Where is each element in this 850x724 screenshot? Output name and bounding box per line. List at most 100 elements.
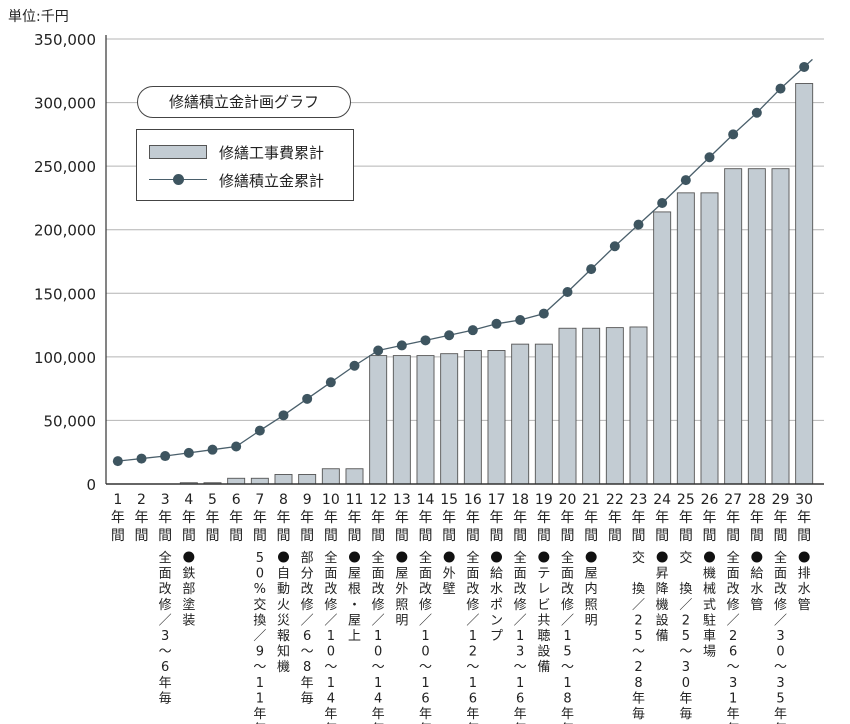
legend-item-cost: 修繕工事費累計 [137, 140, 353, 164]
reserve-point [775, 83, 786, 94]
x-tick-number: 29 [772, 492, 790, 508]
cost-bar [747, 168, 766, 485]
reserve-point [207, 444, 218, 455]
bullet-icon [349, 551, 360, 563]
work-item-note: 給水管 [750, 551, 763, 613]
reserve-point [704, 152, 715, 163]
work-cycle-note: 全面改修／ 3 〜 6 年毎 [159, 550, 172, 706]
x-tick-label: 7 年間 [253, 492, 267, 544]
bullet-icon [183, 551, 195, 563]
x-tick-number: 4 [184, 492, 193, 508]
x-tick-unit-nen: 年 [679, 510, 693, 526]
bar-series [179, 83, 814, 485]
x-tick-number: 27 [724, 492, 742, 508]
reserve-point [396, 340, 407, 351]
cost-bar [629, 326, 648, 485]
x-tick-unit-kan: 間 [561, 528, 575, 544]
x-tick-unit-nen: 年 [111, 510, 125, 526]
x-tick-number: 3 [161, 492, 170, 508]
note-text: 全面改修／30〜35年毎 [774, 550, 787, 724]
cost-bar [345, 468, 364, 485]
x-tick-label: 12 年間 [369, 492, 387, 544]
cost-bar [771, 168, 790, 485]
reserve-point [728, 129, 739, 140]
note-text: 給水ポンプ [490, 567, 503, 644]
unit-label: 単位:千円 [8, 9, 69, 25]
x-tick-unit-nen: 年 [537, 510, 551, 526]
note-text: 鉄部塗装 [182, 567, 195, 629]
x-tick-unit-nen: 年 [419, 510, 433, 526]
reserve-point [586, 264, 597, 275]
bullet-icon [278, 551, 289, 563]
note-text: 給水管 [750, 567, 763, 613]
bullet-icon [443, 551, 455, 563]
x-tick-label: 23 年間 [630, 492, 648, 544]
note-text: 自動火災報知機 [277, 567, 290, 676]
x-tick-unit-kan: 間 [111, 528, 125, 544]
x-tick-label: 11 年間 [346, 492, 364, 544]
x-tick-label: 22 年間 [606, 492, 624, 544]
work-item-note: 屋根・屋上 [348, 551, 361, 644]
bullet-icon [538, 551, 550, 563]
x-tick-unit-nen: 年 [466, 510, 480, 526]
x-tick-number: 8 [279, 492, 288, 508]
work-item-note: 屋内照明 [585, 551, 598, 628]
x-tick-unit-kan: 間 [679, 528, 693, 544]
note-text: テレビ共聴設備 [537, 567, 550, 676]
note-text: 部分改修／ 6 〜 8 年毎 [301, 551, 314, 706]
x-tick-number: 30 [795, 492, 813, 508]
work-item-note: 給水ポンプ [490, 551, 503, 644]
x-tick-label: 10 年間 [322, 492, 340, 544]
y-axis-ticks: 0 50,000 100,000 150,000 200,000 250,000 300,0… [34, 31, 96, 494]
axes [105, 35, 824, 485]
x-tick-unit-nen: 年 [726, 510, 740, 526]
work-cycle-note: 全面改修／10〜14年毎 [372, 550, 385, 724]
x-tick-label: 15 年間 [440, 492, 458, 544]
x-tick-unit-nen: 年 [490, 510, 504, 526]
x-tick-number: 24 [653, 492, 671, 508]
x-tick-unit-kan: 間 [395, 528, 409, 544]
x-tick-unit-kan: 間 [442, 528, 456, 544]
reserve-point [160, 451, 171, 462]
x-tick-label: 29 年間 [772, 492, 790, 544]
x-tick-label: 5 年間 [206, 492, 220, 544]
x-tick-unit-kan: 間 [632, 528, 646, 544]
reserve-point [325, 377, 336, 388]
reserve-point [278, 410, 289, 421]
note-text: 機械式駐車場 [703, 567, 716, 660]
x-tick-unit-kan: 間 [750, 528, 764, 544]
legend: 修繕工事費累計 修繕積立金累計 [136, 129, 354, 201]
reserve-point [657, 198, 668, 209]
x-tick-number: 7 [255, 492, 264, 508]
x-axis-labels: 1年間2年間3年間4年間5年間6年間7年間8年間9年間10年間11年間12年間1… [111, 492, 813, 544]
work-cycle-note: 全面改修／30〜35年毎 [774, 550, 787, 724]
reserve-point [538, 308, 549, 319]
y-tick-label: 150,000 [34, 285, 96, 303]
x-tick-label: 13 年間 [393, 492, 411, 544]
work-item-note: 昇降機設備 [656, 551, 669, 644]
x-tick-unit-kan: 間 [158, 528, 172, 544]
x-tick-unit-nen: 年 [632, 510, 646, 526]
note-text: 全面改修／ 3 〜 6 年毎 [159, 550, 172, 706]
reserve-point [444, 330, 455, 341]
x-tick-number: 28 [748, 492, 766, 508]
x-tick-number: 6 [232, 492, 241, 508]
work-item-note: 機械式駐車場 [703, 551, 716, 660]
reserve-point [302, 393, 313, 404]
x-tick-unit-kan: 間 [584, 528, 598, 544]
y-tick-label: 50,000 [44, 412, 97, 430]
legend-item-reserve: 修繕積立金累計 [137, 168, 353, 192]
work-cycle-note: 全面改修／26〜31年毎 [727, 550, 740, 724]
x-tick-unit-nen: 年 [229, 510, 243, 526]
x-tick-unit-kan: 間 [348, 528, 362, 544]
cost-bar [392, 355, 411, 485]
x-tick-label: 1 年間 [111, 492, 125, 544]
reserve-point [231, 441, 242, 452]
note-text: 全面改修／15〜18年毎 [561, 550, 574, 724]
x-tick-unit-nen: 年 [324, 510, 338, 526]
reserve-point [799, 61, 810, 72]
legend-dot-swatch [173, 174, 184, 185]
x-tick-unit-nen: 年 [442, 510, 456, 526]
x-tick-number: 11 [346, 492, 364, 508]
